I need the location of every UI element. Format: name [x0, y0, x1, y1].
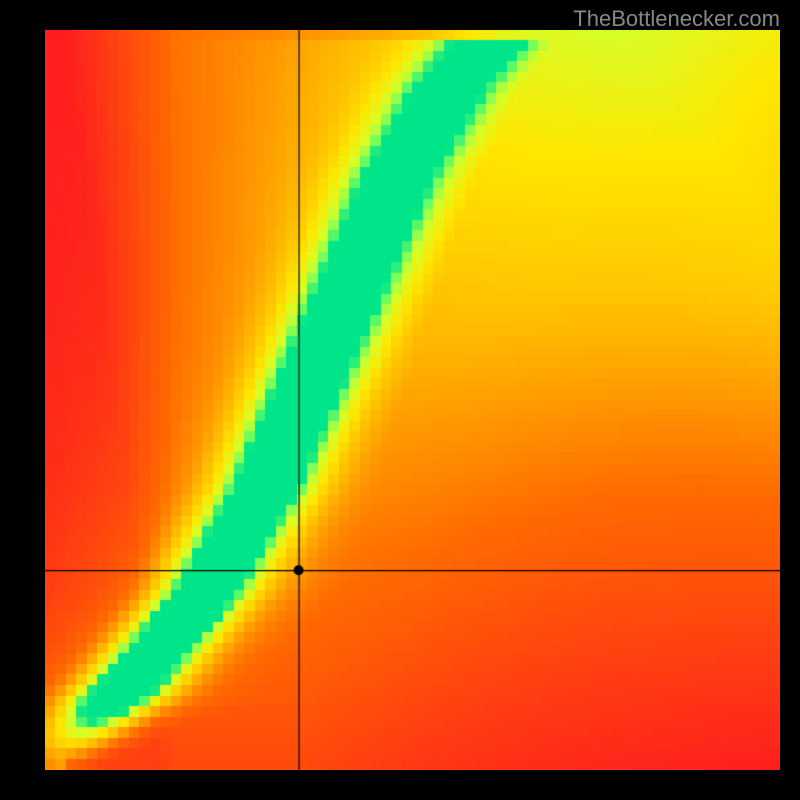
- chart-container: TheBottlenecker.com: [0, 0, 800, 800]
- watermark-text: TheBottlenecker.com: [573, 6, 780, 32]
- heatmap-chart: [45, 30, 780, 770]
